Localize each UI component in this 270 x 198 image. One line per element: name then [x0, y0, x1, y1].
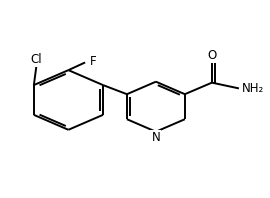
Text: Cl: Cl: [31, 52, 42, 66]
Text: NH₂: NH₂: [241, 82, 264, 95]
Text: O: O: [207, 49, 217, 62]
Text: F: F: [90, 55, 96, 68]
Text: N: N: [151, 131, 160, 144]
